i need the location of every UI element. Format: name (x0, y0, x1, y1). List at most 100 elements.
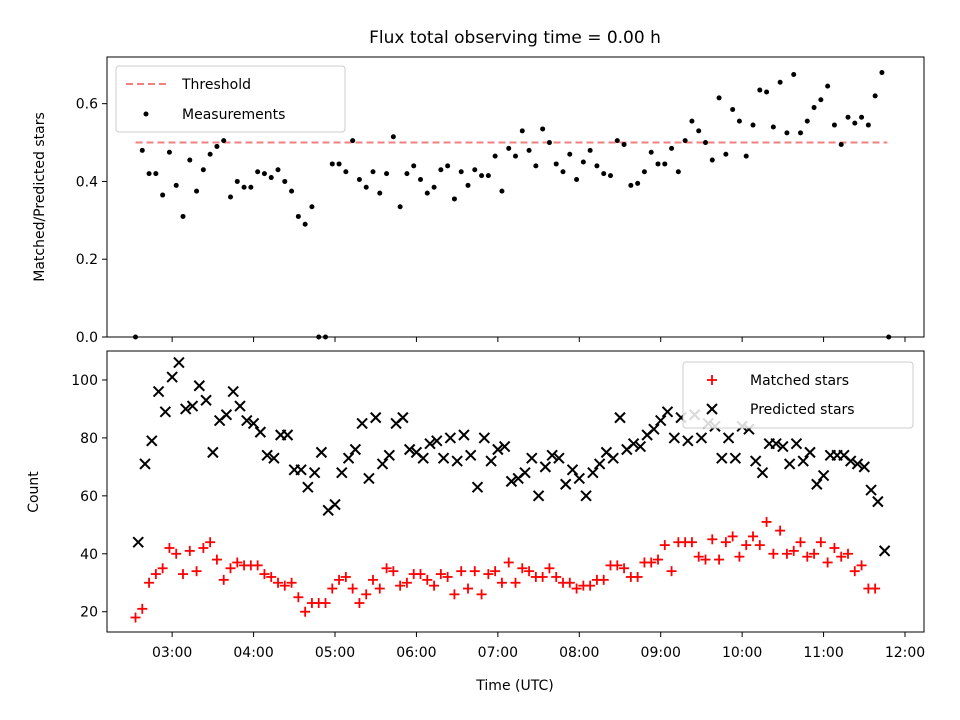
predicted-star-point (302, 481, 314, 493)
predicted-star-point (234, 400, 246, 412)
matched-star-point (490, 566, 501, 577)
predicted-star-point (872, 495, 884, 508)
predicted-star-point (790, 437, 803, 450)
predicted-star-point (627, 437, 640, 450)
matched-star-point (293, 592, 304, 603)
measurement-point (166, 149, 172, 155)
ratio-y-axis: 0.0 0.2 0.4 0.6 (76, 97, 107, 346)
matched-star-point (300, 606, 311, 617)
measurement-point (757, 87, 763, 93)
matched-star-point (564, 577, 575, 588)
measurement-point (886, 334, 892, 340)
matched-star-point (374, 583, 385, 594)
matched-star-point (748, 531, 758, 542)
predicted-star-point (661, 406, 674, 418)
predicted-star-point (295, 464, 307, 476)
measurement-point (485, 173, 491, 179)
predicted-star-point (159, 406, 172, 418)
measurement-point (641, 169, 647, 175)
predicted-star-point (247, 417, 260, 430)
x-tick-label: 09:00 (641, 645, 681, 661)
measurement-point (533, 163, 539, 169)
predicted-star-point (560, 478, 572, 490)
measurement-point (350, 138, 356, 144)
matched-star-point (815, 537, 826, 548)
matched-star-point (795, 537, 806, 548)
measurement-point (411, 163, 417, 169)
matched-star-point (252, 560, 263, 571)
predicted-star-point (553, 452, 565, 464)
measurement-point (173, 182, 179, 188)
measurement-point (777, 79, 783, 85)
predicted-star-point (546, 449, 558, 461)
measurement-point (580, 159, 586, 165)
predicted-star-point (505, 475, 518, 488)
predicted-star-point (220, 409, 233, 421)
matched-star-point (164, 542, 175, 553)
predicted-star-point (132, 536, 144, 548)
count-legend: Matched stars Predicted stars (682, 361, 914, 429)
measurement-point (146, 171, 152, 177)
measurement-point (248, 184, 254, 190)
predicted-star-point (383, 449, 395, 461)
measurement-point (682, 138, 688, 144)
predicted-star-point (397, 411, 409, 424)
matched-star-point (496, 577, 507, 588)
measurement-point (662, 161, 668, 167)
predicted-star-point (750, 455, 762, 467)
predicted-star-point (655, 414, 667, 427)
measurement-point (214, 143, 220, 149)
predicted-star-point (376, 458, 389, 470)
matched-star-point (184, 545, 195, 556)
predicted-star-point (580, 490, 592, 502)
legend-matched-swatch (707, 375, 717, 385)
x-tick-label: 07:00 (478, 645, 518, 661)
measurement-point (703, 140, 708, 146)
ratio-x-axis (171, 337, 906, 342)
measurement-point (133, 334, 138, 340)
count-legend-frame (682, 361, 914, 429)
count-y-tick-label: 60 (80, 489, 98, 505)
measurement-point (838, 142, 844, 147)
matched-star-point (469, 566, 480, 577)
matched-star-point (205, 537, 216, 548)
predicted-star-point (444, 432, 457, 444)
measurement-point (445, 163, 451, 169)
measurement-point (200, 167, 206, 173)
predicted-star-point (186, 400, 199, 412)
predicted-star-point (471, 481, 484, 493)
matched-star-point (809, 548, 820, 559)
predicted-star-point (200, 394, 212, 406)
measurement-point (546, 140, 552, 146)
matched-star-point (273, 577, 283, 588)
measurement-point (879, 70, 885, 76)
matched-star-point (870, 583, 881, 594)
matched-star-point (843, 548, 853, 559)
count-y-axis: 20 40 60 80 100 (71, 373, 107, 621)
predicted-star-point (451, 455, 463, 467)
measurement-point (472, 167, 478, 173)
predicted-star-point (817, 469, 830, 482)
measurement-point (675, 169, 681, 175)
measurement-point (309, 204, 315, 210)
measurement-point (187, 157, 193, 163)
measurement-point (621, 142, 627, 147)
count-y-tick-label: 100 (71, 373, 98, 389)
predicted-star-point (845, 455, 857, 467)
predicted-star-point (770, 437, 782, 450)
predicted-star-point (329, 498, 341, 511)
measurement-point (384, 171, 390, 177)
predicted-star-point (498, 440, 511, 453)
predicted-star-point (152, 385, 165, 398)
x-tick-label: 08:00 (559, 645, 599, 661)
measurement-point (268, 175, 274, 181)
matched-star-point (802, 551, 813, 562)
measurement-point (750, 122, 756, 128)
measurement-point (323, 334, 328, 340)
matched-star-point (720, 537, 731, 548)
measurement-point (709, 157, 715, 163)
predicted-star-point (519, 466, 531, 479)
matched-star-point (510, 577, 521, 588)
matched-star-point (761, 516, 772, 527)
matched-star-point (266, 571, 277, 582)
